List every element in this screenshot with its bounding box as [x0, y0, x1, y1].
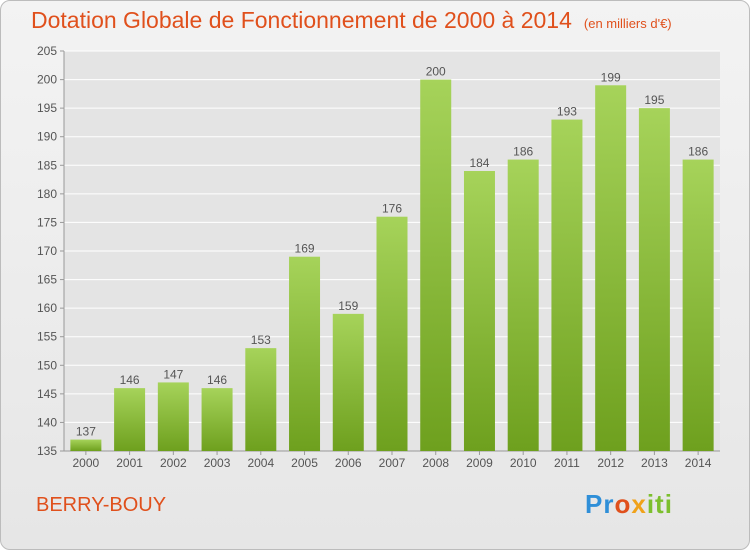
value-label: 137: [76, 425, 96, 439]
y-tick-label: 190: [37, 130, 57, 144]
bar-2006: [332, 313, 364, 451]
bars: [70, 79, 714, 452]
y-tick-label: 140: [37, 415, 57, 429]
bar-2008: [420, 79, 452, 452]
x-tick-label: 2011: [554, 456, 580, 470]
x-tick-label: 2010: [510, 456, 537, 470]
x-axis-labels: 2000 2001 2002 2003 2004 2005 2006 2007 2008 2009…: [73, 456, 712, 470]
bar-2005: [289, 256, 321, 451]
value-label: 200: [426, 65, 446, 79]
x-tick-label: 2003: [204, 456, 231, 470]
value-label: 193: [557, 105, 577, 119]
x-tick-label: 2004: [247, 456, 274, 470]
value-label: 147: [163, 367, 183, 381]
x-tick-label: 2007: [379, 456, 406, 470]
chart-title: Dotation Globale de Fonctionnement de 20…: [31, 7, 672, 34]
y-tick-label: 170: [37, 244, 57, 258]
bar-2000: [70, 439, 102, 451]
value-label: 153: [251, 333, 271, 347]
bar-2007: [376, 216, 408, 451]
bar-2009: [463, 171, 495, 451]
value-labels: 137 146 147 146 153 169 159 176 200 184 186 193 199 1…: [76, 65, 709, 439]
value-label: 186: [513, 145, 533, 159]
chart-title-unit: (en milliers d'€): [583, 16, 672, 31]
y-tick-label: 195: [37, 101, 57, 115]
x-tick-label: 2008: [422, 456, 449, 470]
y-axis-labels: 135 140 145 150 155 160 165 170 175 180 185 190 195 2…: [37, 44, 57, 458]
x-tick-label: 2002: [160, 456, 187, 470]
y-tick-label: 165: [37, 273, 57, 287]
y-tick-label: 185: [37, 158, 57, 172]
value-label: 195: [644, 93, 664, 107]
bar-2004: [245, 348, 277, 451]
proxiti-logo: Proxiti: [585, 489, 673, 519]
y-tick-label: 205: [37, 44, 57, 58]
x-tick-label: 2006: [335, 456, 362, 470]
y-tick-label: 160: [37, 301, 57, 315]
x-tick-label: 2012: [597, 456, 624, 470]
value-label: 146: [207, 373, 227, 387]
value-label: 199: [601, 70, 621, 84]
x-tick-label: 2014: [685, 456, 712, 470]
y-tick-label: 155: [37, 330, 57, 344]
y-tick-label: 180: [37, 187, 57, 201]
value-label: 186: [688, 145, 708, 159]
y-tick-label: 150: [37, 358, 57, 372]
y-tick-label: 200: [37, 73, 57, 87]
value-label: 159: [338, 299, 358, 313]
bar-2012: [595, 85, 627, 452]
chart-title-text: Dotation Globale de Fonctionnement de 20…: [31, 7, 572, 33]
bar-2014: [682, 159, 714, 452]
y-tick-label: 175: [37, 215, 57, 229]
value-label: 176: [382, 202, 402, 216]
bar-2010: [507, 159, 539, 452]
bar-2011: [551, 119, 583, 452]
x-tick-label: 2005: [291, 456, 318, 470]
y-tick-label: 145: [37, 387, 57, 401]
x-tick-label: 2001: [116, 456, 143, 470]
x-tick-label: 2009: [466, 456, 493, 470]
x-tick-label: 2000: [73, 456, 100, 470]
bar-2001: [114, 388, 146, 451]
value-label: 146: [120, 373, 140, 387]
value-label: 169: [295, 242, 315, 256]
bar-2003: [201, 388, 233, 451]
commune-name: BERRY-BOUY: [36, 494, 167, 516]
x-tick-label: 2013: [641, 456, 668, 470]
value-label: 184: [469, 156, 489, 170]
bar-2013: [638, 108, 670, 452]
bar-2002: [157, 382, 189, 451]
y-tick-label: 135: [37, 444, 57, 458]
